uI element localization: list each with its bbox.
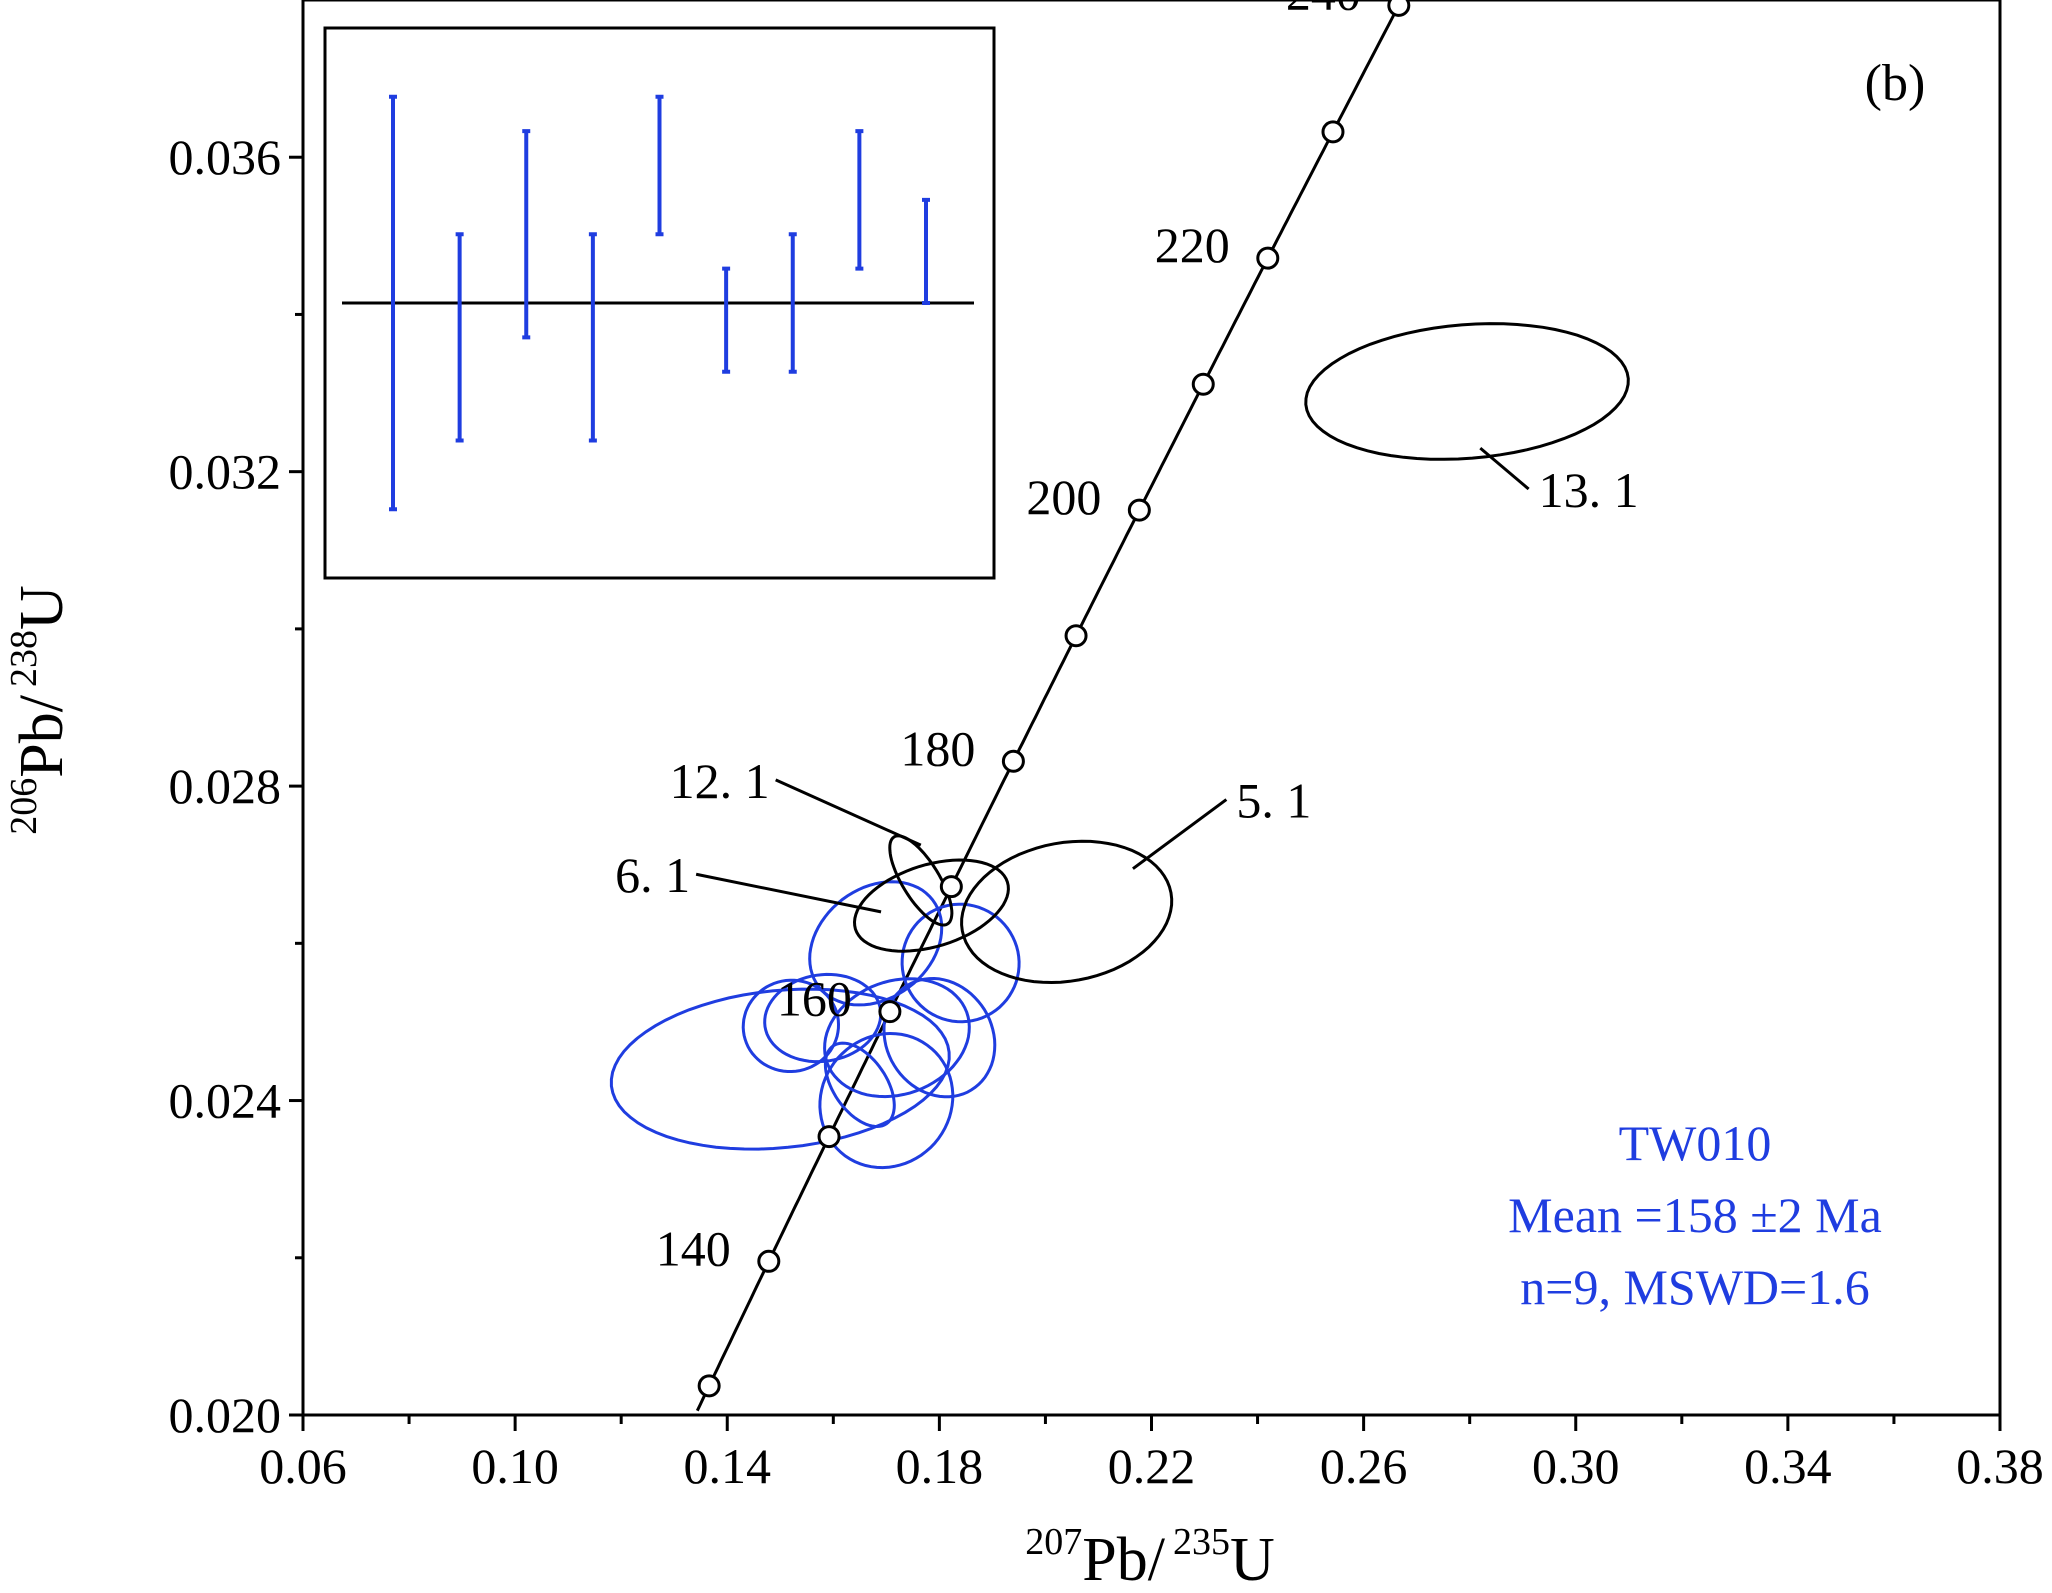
y-axis-title-main1: Pb/ bbox=[8, 694, 76, 777]
y-axis-title: 206Pb/238U bbox=[3, 585, 76, 835]
x-tick-label: 0.22 bbox=[1108, 1438, 1196, 1494]
concordia-age-markers bbox=[697, 0, 1411, 1398]
y-axis-title-main2: U bbox=[8, 585, 76, 630]
concordia-age-label: 200 bbox=[1026, 469, 1101, 525]
x-axis-title-sup1: 207 bbox=[1025, 1521, 1082, 1563]
spot-leader-line bbox=[775, 778, 922, 847]
x-tick-label: 0.34 bbox=[1744, 1438, 1832, 1494]
spot-label: 12. 1 bbox=[670, 753, 770, 809]
black-error-ellipse bbox=[852, 858, 1010, 953]
blue-error-ellipse bbox=[882, 976, 997, 1099]
x-tick-label: 0.14 bbox=[684, 1438, 772, 1494]
spot-leader-line bbox=[1132, 798, 1228, 870]
blue-error-ellipse bbox=[823, 1041, 896, 1129]
x-axis-ticks: 0.06 0.10 0.14 0.18 0.22 0.26 0.30 0.34 0.38 bbox=[259, 1415, 2044, 1494]
concordia-marker bbox=[1191, 372, 1215, 396]
x-axis-title-main2: U bbox=[1230, 1526, 1275, 1593]
concordia-marker bbox=[1127, 498, 1151, 522]
blue-error-ellipse bbox=[818, 1031, 955, 1170]
y-axis-title-sup1: 206 bbox=[3, 778, 45, 835]
concordia-marker bbox=[757, 1249, 781, 1273]
concordia-age-labels: 140 160 180 200 220 240 bbox=[656, 0, 1361, 1276]
y-tick-label: 0.036 bbox=[169, 129, 282, 185]
black-error-ellipse bbox=[1304, 322, 1630, 461]
x-axis-title-sup2: 235 bbox=[1173, 1521, 1230, 1563]
concordia-marker bbox=[1321, 120, 1345, 144]
blue-error-ellipse bbox=[900, 902, 1021, 1024]
blue-error-ellipse bbox=[741, 978, 841, 1073]
y-tick-label: 0.028 bbox=[169, 758, 282, 814]
y-tick-label: 0.032 bbox=[169, 444, 282, 500]
x-tick-label: 0.18 bbox=[896, 1438, 984, 1494]
spot-labels: 13. 1 5. 1 6. 1 12. 1 bbox=[615, 462, 1639, 903]
blue-error-ellipse bbox=[808, 880, 944, 1007]
spot-leader-lines bbox=[695, 446, 1530, 914]
concordia-age-label: 220 bbox=[1155, 217, 1230, 273]
y-axis-title-sup2: 238 bbox=[3, 630, 45, 687]
spot-label: 13. 1 bbox=[1539, 462, 1639, 518]
concordia-marker bbox=[1387, 0, 1411, 17]
legend-mean-age: Mean =158 ±2 Ma bbox=[1508, 1187, 1882, 1243]
x-axis-title-main1: Pb/ bbox=[1082, 1526, 1165, 1593]
y-tick-label: 0.020 bbox=[169, 1387, 282, 1443]
legend-mswd: n=9, MSWD=1.6 bbox=[1520, 1259, 1869, 1315]
x-tick-label: 0.10 bbox=[471, 1438, 559, 1494]
black-error-ellipse bbox=[960, 839, 1174, 985]
blue-error-ellipses bbox=[609, 880, 1021, 1170]
y-axis-ticks: 0.020 0.024 0.028 0.032 0.036 bbox=[169, 129, 303, 1443]
concordia-marker bbox=[878, 1000, 902, 1024]
y-tick-label: 0.024 bbox=[169, 1073, 282, 1129]
concordia-age-label: 140 bbox=[656, 1220, 731, 1276]
concordia-marker bbox=[1001, 749, 1025, 773]
x-tick-label: 0.06 bbox=[259, 1438, 347, 1494]
inset-error-bars bbox=[389, 94, 930, 512]
x-axis-title: 207Pb/235U bbox=[1025, 1521, 1275, 1593]
spot-label: 5. 1 bbox=[1236, 773, 1311, 829]
concordia-curve bbox=[695, 0, 1404, 1412]
x-tick-label: 0.30 bbox=[1532, 1438, 1620, 1494]
concordia-age-label: 160 bbox=[777, 971, 852, 1027]
concordia-marker bbox=[1064, 624, 1088, 648]
concordia-age-label: 180 bbox=[900, 720, 975, 776]
concordia-marker bbox=[817, 1125, 841, 1149]
spot-leader-line bbox=[695, 872, 882, 914]
legend-sample-id: TW010 bbox=[1619, 1115, 1772, 1171]
x-tick-label: 0.38 bbox=[1956, 1438, 2044, 1494]
spot-label: 6. 1 bbox=[615, 847, 690, 903]
concordia-marker bbox=[697, 1374, 721, 1398]
x-tick-label: 0.26 bbox=[1320, 1438, 1408, 1494]
legend: TW010 Mean =158 ±2 Ma n=9, MSWD=1.6 bbox=[1508, 1115, 1882, 1315]
weighted-mean-inset bbox=[323, 26, 996, 580]
blue-error-ellipse bbox=[763, 972, 883, 1064]
spot-leader-line bbox=[1479, 446, 1530, 491]
concordia-marker bbox=[1256, 246, 1280, 270]
concordia-marker bbox=[939, 875, 963, 899]
concordia-age-label: 240 bbox=[1286, 0, 1361, 20]
panel-label: (b) bbox=[1865, 55, 1926, 112]
